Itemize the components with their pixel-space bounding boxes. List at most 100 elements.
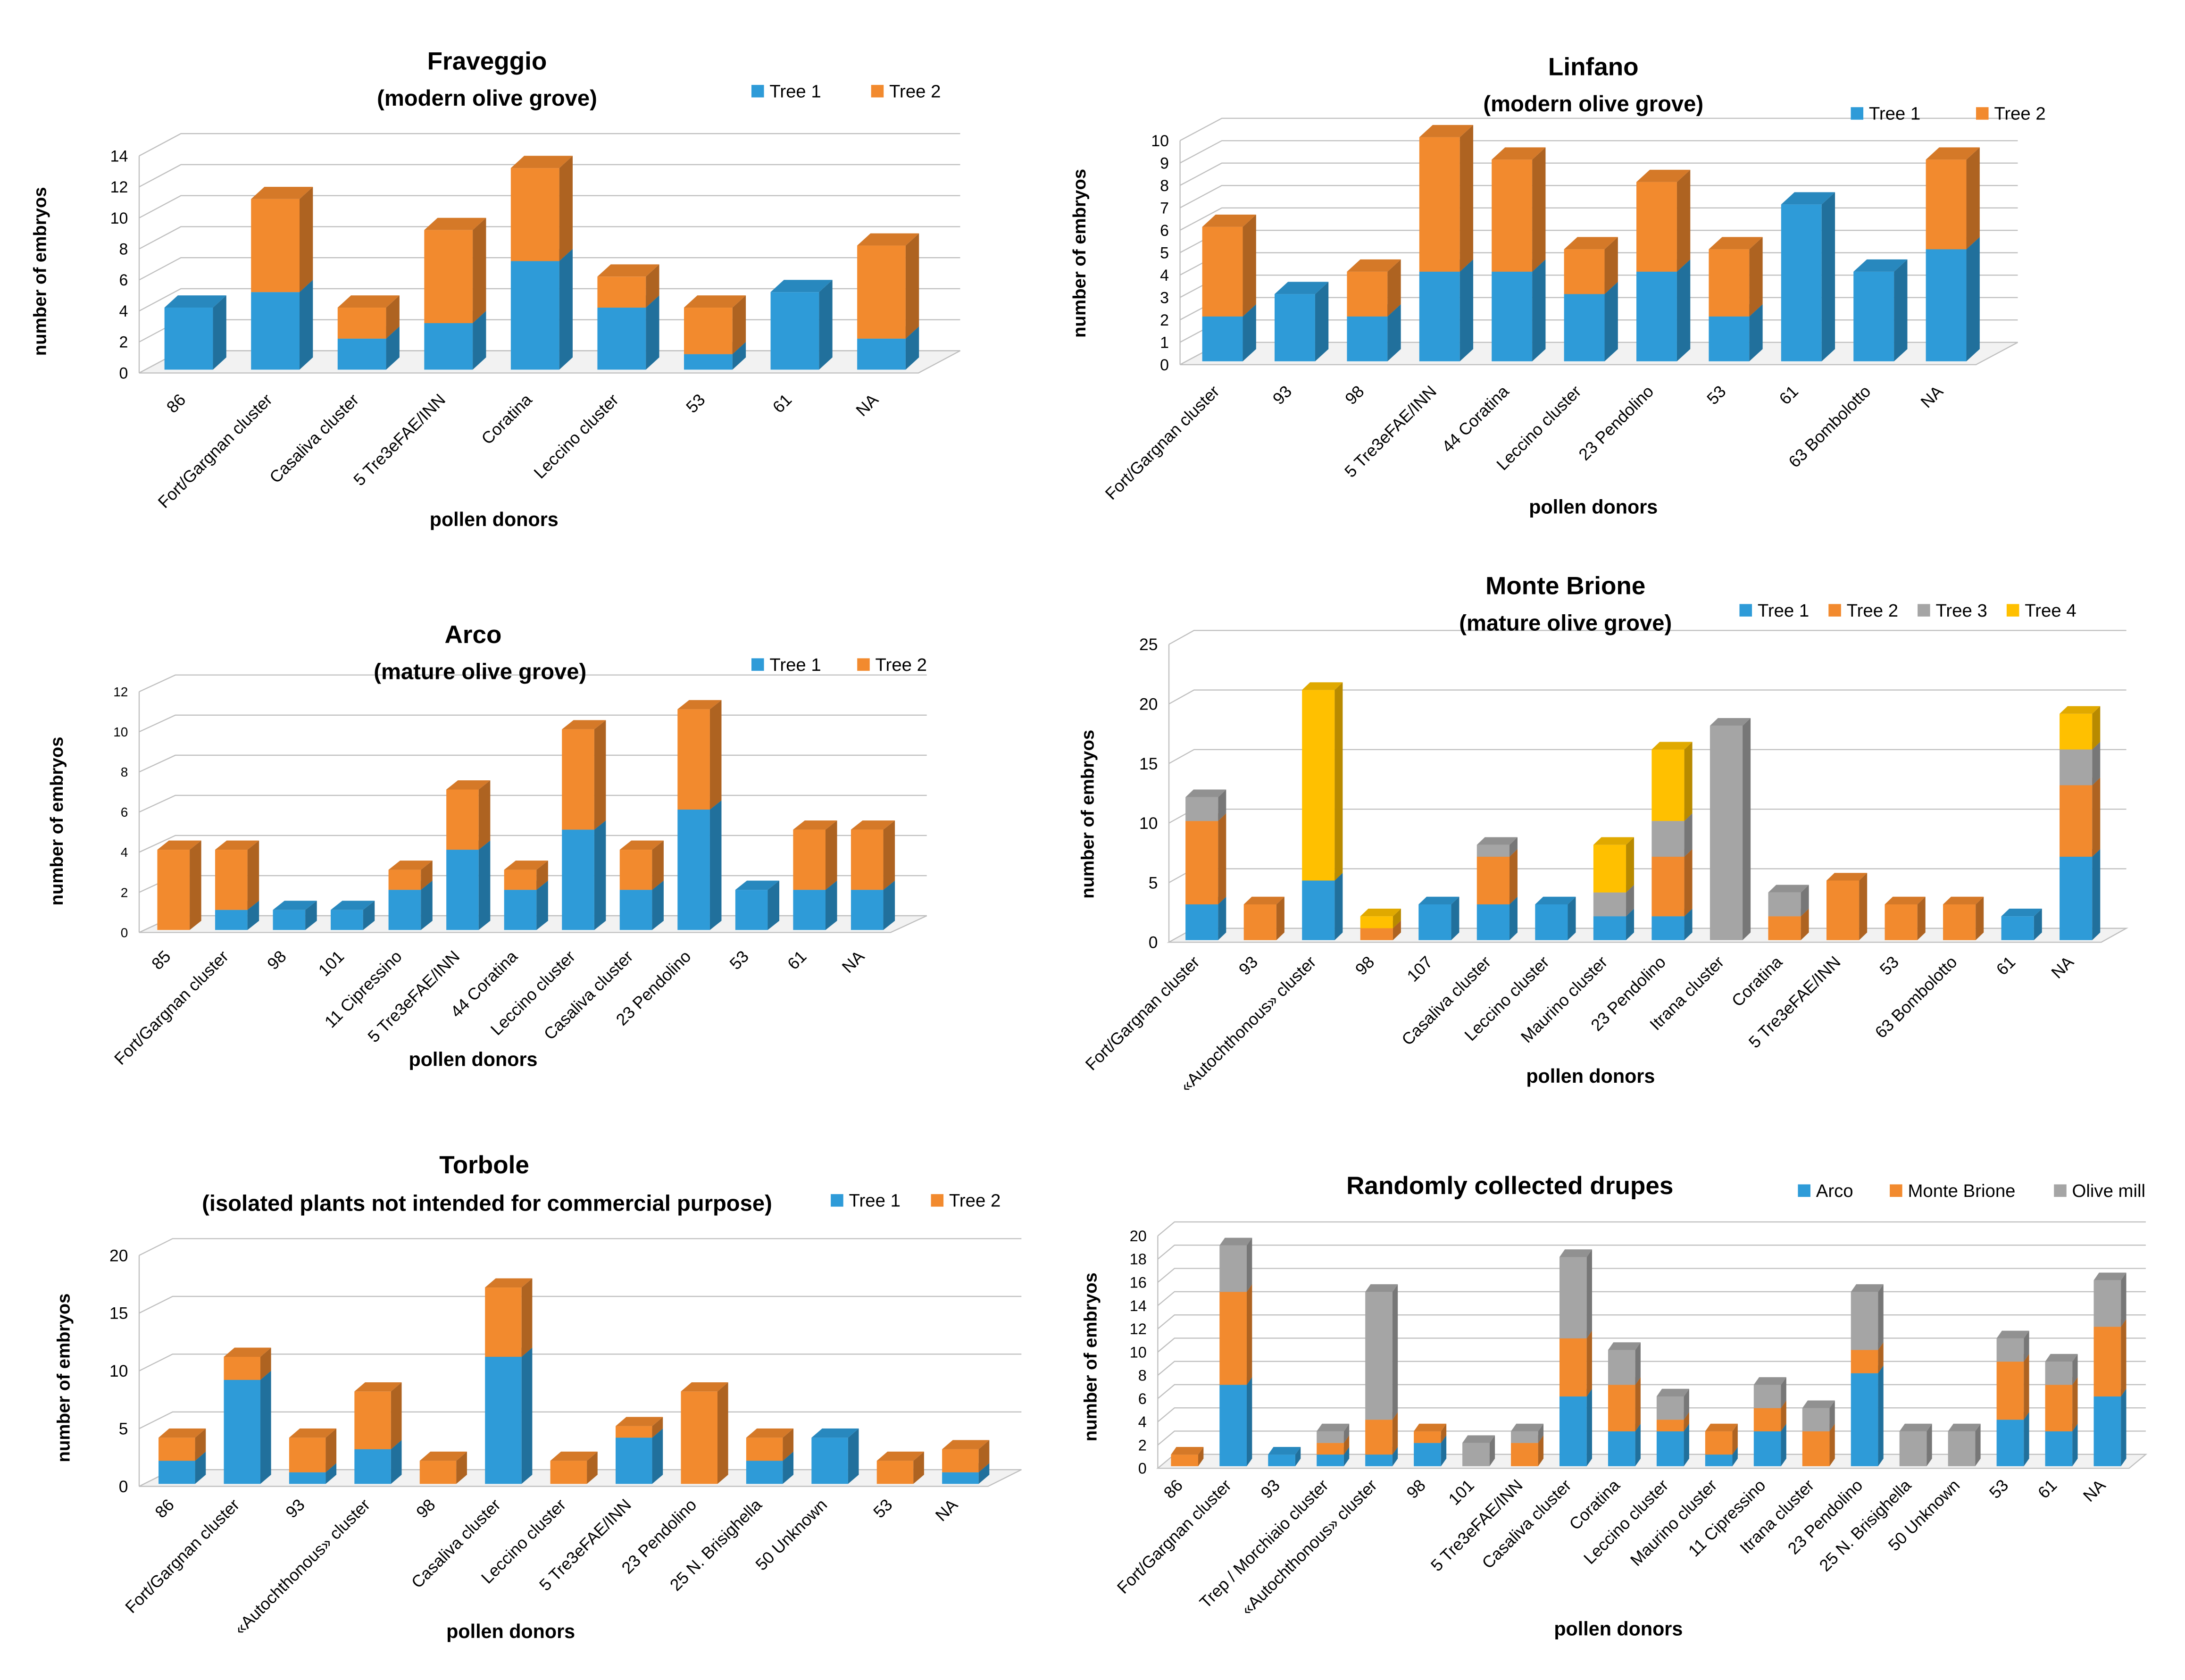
bar-tree-2-93 — [289, 1428, 337, 1472]
gridline — [1180, 140, 2018, 164]
legend-label: Tree 2 — [1994, 104, 2045, 124]
bar-tree-4-na — [2060, 706, 2101, 750]
bar-monte-brione-na — [2093, 1319, 2127, 1397]
legend-swatch — [751, 658, 764, 671]
chart-subtitle: (mature olive grove) — [1459, 610, 1672, 635]
bar-tree-2-na — [857, 233, 919, 339]
y-axis-title: number of embryos — [54, 1294, 74, 1463]
y-tick-label: 4 — [1138, 1413, 1147, 1430]
bar-olive-mill-25-n-brisighella — [1899, 1423, 1932, 1466]
y-tick-label: 8 — [121, 765, 128, 779]
bar-tree-2-23-pendolino — [681, 1382, 728, 1484]
y-tick-label: 10 — [113, 725, 128, 739]
bar-tree-4-maurino-cluster — [1593, 837, 1635, 893]
gridline — [139, 714, 927, 733]
gridline — [1180, 162, 2018, 186]
bar-monte-brione-coratina — [1608, 1377, 1641, 1431]
bar-olive-mill-101 — [1462, 1435, 1495, 1466]
y-tick-label: 8 — [1160, 177, 1169, 195]
x-axis-title: pollen donors — [409, 1049, 537, 1070]
gridline — [139, 226, 960, 250]
legend-swatch — [751, 84, 764, 98]
gridline — [1180, 185, 2018, 209]
bar-tree-3-fort-gargnan-cluster — [1185, 789, 1226, 821]
gridline — [1180, 207, 2018, 231]
bar-tree-1-107 — [1418, 896, 1459, 940]
x-axis-title: pollen donors — [430, 509, 559, 530]
bar-tree-2-casaliva-cluster — [337, 295, 400, 339]
y-tick-label: 10 — [109, 1362, 128, 1380]
y-tick-label: 4 — [1160, 267, 1169, 284]
y-tick-label: 2 — [1138, 1437, 1147, 1454]
gridline — [1157, 1384, 2146, 1399]
y-tick-label: 0 — [119, 1477, 128, 1496]
y-tick-label: 1 — [1160, 334, 1169, 351]
y-tick-label: 20 — [109, 1246, 128, 1265]
y-tick-label: 10 — [110, 209, 128, 227]
chart-subtitle: (modern olive grove) — [1483, 92, 1703, 117]
chart-subtitle: (mature olive grove) — [374, 660, 586, 685]
x-axis-title: pollen donors — [1554, 1618, 1683, 1639]
legend-label: Tree 1 — [769, 82, 821, 102]
y-tick-label: 20 — [1139, 695, 1158, 714]
bar-tree-4-98 — [1360, 908, 1401, 928]
bar-tree-2-53 — [876, 1451, 924, 1484]
y-tick-label: 20 — [1130, 1228, 1147, 1245]
bar-olive-mill-50-unknown — [1948, 1423, 1981, 1466]
legend-swatch — [931, 1194, 944, 1207]
bar-tree-2-fort-gargnan-cluster — [224, 1347, 271, 1380]
bar-tree-1-11-cipressino — [388, 880, 433, 930]
bar-olive-mill-leccino-cluster — [1656, 1388, 1689, 1420]
legend-swatch — [871, 84, 884, 98]
bar-arco-93 — [1268, 1446, 1301, 1466]
y-axis-title: number of embryos — [1078, 730, 1098, 899]
bar-tree-2-5-tre3efae-inn — [1419, 125, 1474, 272]
bar-tree-2-leccino-cluster — [597, 264, 659, 308]
bar-tree-1-61 — [770, 280, 833, 370]
chart-title: Arco — [445, 621, 502, 649]
y-tick-label: 8 — [1138, 1367, 1147, 1384]
bar-olive-mill-fort-gargnan-cluster — [1219, 1237, 1252, 1292]
legend-swatch — [1976, 107, 1989, 120]
y-axis-title: number of embryos — [1081, 1272, 1101, 1441]
bar-tree-2-44-coratina — [1492, 147, 1546, 272]
chart-floor — [1156, 1454, 2148, 1469]
bar-tree-2-63-bombolotto — [1943, 896, 1984, 940]
gridline — [1157, 1268, 2146, 1283]
gridline — [139, 674, 927, 693]
gridline — [1157, 1314, 2146, 1329]
y-tick-label: 2 — [119, 334, 128, 351]
y-tick-label: 16 — [1130, 1274, 1147, 1291]
gridline — [139, 133, 960, 157]
bar-tree-2-leccino-cluster — [562, 720, 606, 830]
x-tick-label: Casaliva cluster — [1478, 1476, 1575, 1572]
y-tick-label: 7 — [1160, 199, 1169, 217]
x-tick-label: 53 — [1985, 1476, 2012, 1502]
gridline — [1157, 1245, 2146, 1260]
gridline — [139, 195, 960, 218]
legend-label: Tree 2 — [949, 1191, 1001, 1211]
y-tick-label: 14 — [110, 147, 128, 165]
gridline — [139, 1238, 1022, 1256]
y-tick-label: 3 — [1160, 289, 1169, 307]
bar-tree-4-23-pendolino — [1651, 742, 1693, 821]
y-tick-label: 10 — [1151, 132, 1169, 150]
bar-olive-mill-itrana-cluster — [1802, 1400, 1835, 1431]
bar-tree-2-53 — [1885, 896, 1926, 940]
bar-tree-2-coratina — [510, 156, 573, 261]
bar-tree-2-na — [1926, 147, 1980, 250]
bar-tree-2-53 — [1709, 237, 1763, 317]
bar-tree-2-98 — [1347, 259, 1401, 317]
chart-title: Monte Brione — [1485, 572, 1645, 600]
gridline — [139, 794, 927, 813]
legend-label: Tree 1 — [849, 1191, 901, 1211]
y-tick-label: 10 — [1139, 814, 1158, 833]
y-tick-label: 12 — [110, 178, 128, 196]
bar-tree-2-casaliva-cluster — [1476, 849, 1518, 904]
bar-arco-casaliva-cluster — [1560, 1388, 1592, 1466]
bar-tree-2-5-tre3efae-inn — [446, 780, 491, 850]
gridline — [139, 257, 960, 281]
y-tick-label: 15 — [109, 1304, 128, 1323]
